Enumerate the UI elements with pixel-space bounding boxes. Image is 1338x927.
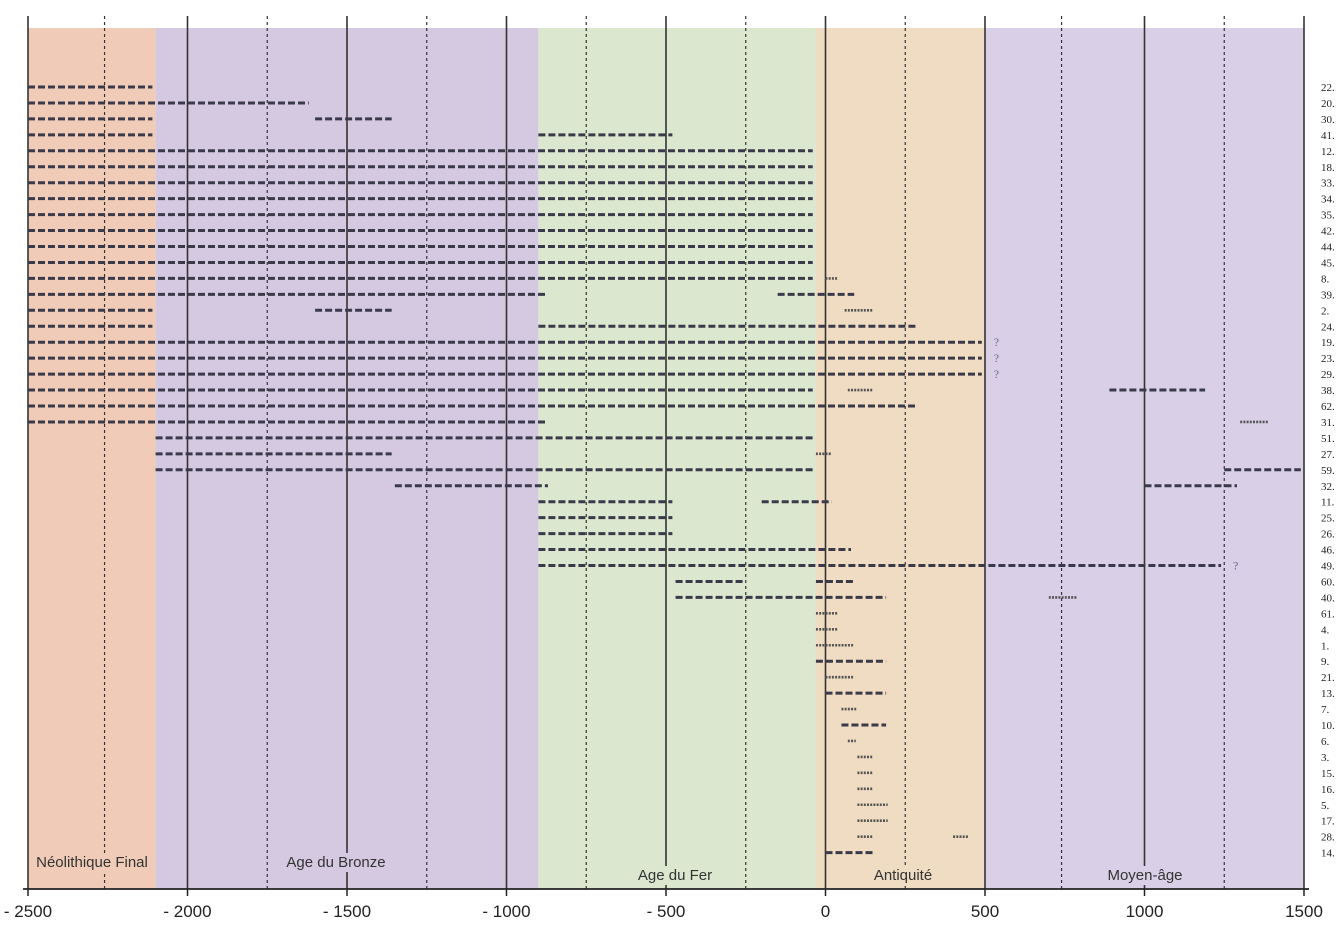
row-label: 42. (1321, 226, 1335, 238)
row-label: 1. (1321, 640, 1330, 652)
row-label: 16. (1321, 784, 1335, 796)
row-label: 60. (1321, 576, 1335, 588)
row-label: 5. (1321, 800, 1330, 812)
row-label: 20. (1321, 98, 1335, 110)
x-tick-label: 1000 (1126, 902, 1164, 921)
row-label: 11. (1321, 497, 1335, 509)
uncertain-marker: ? (994, 335, 999, 349)
period-label: Age du Bronze (286, 854, 385, 871)
row-label: 62. (1321, 401, 1335, 413)
period-label: Antiquité (874, 867, 932, 884)
x-tick-label: - 2000 (163, 902, 211, 921)
period-label: Néolithique Final (36, 854, 148, 871)
row-label: 15. (1321, 768, 1335, 780)
row-label: 18. (1321, 162, 1335, 174)
row-label: 14. (1321, 848, 1335, 860)
row-label: 46. (1321, 545, 1335, 557)
period-label: Moyen-âge (1107, 867, 1182, 884)
row-label: 44. (1321, 242, 1335, 254)
row-label: 24. (1321, 321, 1335, 333)
period-band-3 (816, 28, 985, 889)
period-label: Age du Fer (638, 867, 712, 884)
row-label: 59. (1321, 465, 1335, 477)
row-label: 39. (1321, 289, 1335, 301)
row-label: 9. (1321, 656, 1330, 668)
period-band-2 (538, 28, 816, 889)
row-label: 13. (1321, 688, 1335, 700)
row-label: 49. (1321, 561, 1335, 573)
row-label: 35. (1321, 210, 1335, 222)
row-label: 32. (1321, 481, 1335, 493)
row-label: 27. (1321, 449, 1335, 461)
row-label: 33. (1321, 178, 1335, 190)
x-axis: - 2500 - 2000 - 1500 - 1000 - 500 0 500 1000 150… (4, 889, 1323, 921)
x-tick-label: - 500 (647, 902, 686, 921)
row-label: 31. (1321, 417, 1335, 429)
row-label: 26. (1321, 529, 1335, 541)
row-label: 21. (1321, 672, 1335, 684)
row-label: 2. (1321, 305, 1330, 317)
row-label: 45. (1321, 257, 1335, 269)
row-label: 29. (1321, 369, 1335, 381)
row-label: 51. (1321, 433, 1335, 445)
row-label: 61. (1321, 608, 1335, 620)
row-label: 30. (1321, 114, 1335, 126)
uncertain-marker: ? (994, 367, 999, 381)
row-label: 17. (1321, 816, 1335, 828)
period-band-0 (28, 28, 156, 889)
x-tick-label: 0 (821, 902, 830, 921)
row-label: 23. (1321, 353, 1335, 365)
row-label: 12. (1321, 146, 1335, 158)
x-tick-label: - 2500 (4, 902, 52, 921)
x-tick-label: - 1000 (482, 902, 530, 921)
row-label: 7. (1321, 704, 1330, 716)
row-label: 38. (1321, 385, 1335, 397)
row-label: 22. (1321, 82, 1335, 94)
row-label: 34. (1321, 194, 1335, 206)
row-label: 6. (1321, 736, 1330, 748)
row-label: 3. (1321, 752, 1330, 764)
row-label: 4. (1321, 624, 1330, 636)
row-label: 28. (1321, 832, 1335, 844)
uncertain-marker: ? (1233, 559, 1238, 573)
row-label: 41. (1321, 130, 1335, 142)
x-tick-label: 500 (971, 902, 999, 921)
x-tick-label: - 1500 (323, 902, 371, 921)
row-label: 8. (1321, 273, 1330, 285)
uncertain-marker: ? (994, 351, 999, 365)
row-label: 40. (1321, 592, 1335, 604)
row-label: 19. (1321, 337, 1335, 349)
row-label: 10. (1321, 720, 1335, 732)
row-label: 25. (1321, 513, 1335, 525)
x-tick-label: 1500 (1285, 902, 1323, 921)
